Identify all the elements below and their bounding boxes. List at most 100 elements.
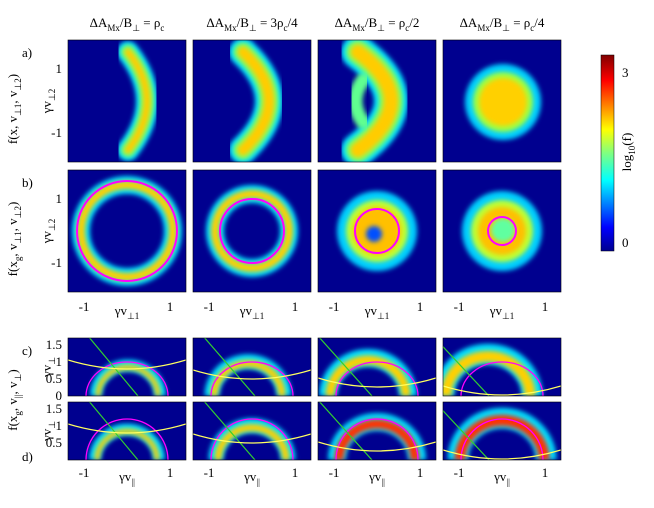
- density: [325, 355, 411, 396]
- x-axis-label-part: γv: [114, 303, 128, 318]
- x-tick-label: 1: [292, 465, 299, 480]
- heatmap-panel: [442, 39, 562, 163]
- column-title-part: = ρ: [510, 15, 530, 30]
- magenta-circle: [219, 198, 285, 264]
- column-title-part: ⊥: [132, 23, 140, 33]
- heatmap-panel: [442, 401, 562, 461]
- panel-content: [68, 40, 186, 162]
- heatmap-panel: [317, 169, 437, 293]
- x-axis-label-part: ⊥1: [502, 311, 514, 321]
- row-ylabel: f(x, v⊥1, v⊥2): [5, 74, 23, 144]
- x-axis-label-part: ||: [381, 477, 385, 487]
- column-title-part: Mx: [107, 23, 120, 33]
- panel-frame: [317, 39, 437, 163]
- panel-frame: [192, 401, 312, 461]
- row-ylabel-part: ⊥2: [13, 78, 23, 90]
- heatmap-panel: [442, 337, 562, 397]
- y-axis-label: γv⊥2: [39, 89, 57, 115]
- x-axis-label: γv||: [118, 469, 135, 487]
- column-title-part: ⊥: [377, 23, 385, 33]
- panel-content: [443, 170, 561, 292]
- panel-frame: [442, 401, 562, 461]
- y-axis-label-part: ⊥: [47, 357, 57, 365]
- row-ylabel-part: , v: [5, 218, 20, 232]
- panel-frame: [442, 169, 562, 293]
- row-ylabel-part: , v: [5, 90, 20, 104]
- colorbar-label: log10(f): [619, 133, 637, 172]
- column-title-part: = ρ: [140, 15, 160, 30]
- row-ylabel-part: ⊥1: [13, 104, 23, 116]
- row-ylabel-part: ||: [13, 394, 23, 398]
- y-axis-label: γv⊥: [39, 357, 57, 378]
- magenta-arc: [460, 418, 544, 460]
- colorbar-tick-label: 3: [622, 65, 629, 80]
- y-axis-label-part: ⊥2: [47, 89, 57, 101]
- panel-frame: [442, 39, 562, 163]
- x-tick-label: 1: [417, 299, 424, 314]
- panel-content: [443, 40, 561, 162]
- column-title: ΔAMx/B⊥ = ρc: [90, 15, 165, 33]
- y-tick-label: 1: [56, 418, 63, 433]
- column-title-part: c: [284, 23, 288, 33]
- column-title-part: Mx: [352, 23, 365, 33]
- x-tick-label: 1: [292, 299, 299, 314]
- column-title-part: /4: [534, 15, 545, 30]
- colorbar-label-part: log: [619, 154, 634, 171]
- y-axis-label: γv⊥2: [39, 219, 57, 245]
- row-ylabel-part: f(x, v: [5, 115, 20, 144]
- magenta-circle: [487, 216, 517, 246]
- column-title-part: = 3ρ: [257, 15, 284, 30]
- x-axis-label-part: γv: [239, 303, 253, 318]
- x-axis-label-part: ||: [256, 477, 260, 487]
- y-tick-label: 0: [56, 388, 63, 403]
- column-title-part: /B: [365, 15, 378, 30]
- heatmap-panel: [67, 169, 187, 293]
- heatmap-panel: [67, 337, 187, 397]
- x-axis-label-part: ⊥1: [127, 311, 139, 321]
- y-axis-label-part: ⊥: [47, 421, 57, 429]
- panel-content: [193, 40, 311, 162]
- panel-frame: [67, 169, 187, 293]
- row-letter: c): [22, 343, 32, 358]
- column-title: ΔAMx/B⊥ = ρc/2: [335, 15, 420, 33]
- row-ylabel-part: ): [5, 74, 20, 78]
- yellow-curve: [193, 369, 311, 380]
- panel-frame: [192, 337, 312, 397]
- column-title-part: ΔA: [90, 15, 108, 30]
- x-axis-label-part: γv: [364, 303, 378, 318]
- density: [210, 360, 286, 396]
- magenta-circle: [76, 180, 178, 282]
- row-ylabel: f(xg, v⊥1, v⊥2): [5, 202, 23, 277]
- column-title-part: ⊥: [502, 23, 510, 33]
- panel-content: [318, 40, 436, 162]
- yellow-curve: [318, 441, 436, 452]
- row-ylabel-part: , v: [5, 398, 20, 412]
- y-axis-label-part: γv: [39, 364, 54, 378]
- magenta-arc: [210, 418, 294, 460]
- magenta-arc: [335, 418, 419, 460]
- x-axis-label-part: γv: [118, 469, 132, 484]
- x-tick-label: -1: [204, 299, 215, 314]
- y-axis-label-part: ⊥2: [47, 219, 57, 231]
- panel-content: [318, 338, 436, 396]
- panel-content: [443, 338, 561, 396]
- x-axis-label-part: ||: [131, 477, 135, 487]
- panel-content: [193, 402, 311, 460]
- density: [214, 424, 290, 460]
- magenta-arc: [210, 361, 294, 396]
- yellow-curve: [443, 385, 561, 396]
- column-title-part: /4: [288, 15, 299, 30]
- green-line: [203, 402, 256, 460]
- panel-frame: [192, 169, 312, 293]
- row-letter: d): [22, 449, 33, 464]
- panel-content: [193, 338, 311, 396]
- yellow-curve: [193, 433, 311, 444]
- panel-frame: [317, 337, 437, 397]
- x-tick-label: 1: [167, 465, 174, 480]
- y-tick-label: 0.5: [46, 435, 62, 450]
- row-ylabel-part: , v: [5, 381, 20, 395]
- row-ylabel-part: g: [13, 411, 23, 416]
- row-ylabel-part: ⊥2: [13, 206, 23, 218]
- density: [334, 419, 420, 460]
